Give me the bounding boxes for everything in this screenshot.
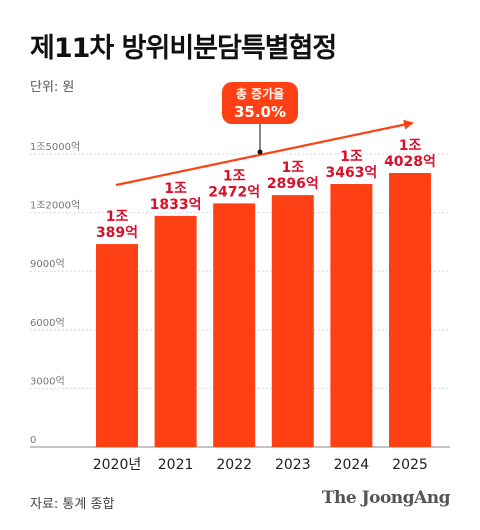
trend-arrow <box>115 119 414 187</box>
bar <box>330 184 373 447</box>
x-tick-label: 2025 <box>392 457 428 473</box>
y-tick-label: 1조5000억 <box>30 141 80 153</box>
x-tick-label: 2023 <box>275 457 311 473</box>
y-tick-label: 1조2000억 <box>30 200 80 212</box>
callout-title: 총 증가율 <box>236 86 284 101</box>
data-label: 3463억 <box>325 165 377 181</box>
x-tick-label: 2022 <box>216 457 252 473</box>
y-tick-label: 9000억 <box>30 258 65 270</box>
data-label: 1833억 <box>150 197 202 213</box>
callout-dot <box>257 149 263 155</box>
data-label: 4028억 <box>384 154 436 170</box>
y-tick-label: 3000억 <box>30 375 65 387</box>
data-label: 1조 <box>281 160 304 176</box>
x-tick-label: 2021 <box>158 457 194 473</box>
bar <box>213 203 256 447</box>
brand-logo: The JoongAng <box>321 488 451 508</box>
data-label: 389억 <box>96 225 138 241</box>
callout-value: 35.0% <box>234 103 286 121</box>
y-tick-label: 6000억 <box>30 317 65 329</box>
data-label: 2472억 <box>208 184 260 200</box>
data-label: 1조 <box>399 138 422 154</box>
bar <box>271 195 314 447</box>
bar-layer: 1조389억2020년1조1833억20211조2472억20221조2896억… <box>93 138 436 473</box>
x-tick-label: 2024 <box>334 457 370 473</box>
unit-label: 단위: 원 <box>30 80 75 95</box>
chart-title: 제11차 방위비분담특별협정 <box>30 33 337 64</box>
trend-annotation: 총 증가율 35.0% <box>115 82 414 187</box>
data-label: 1조 <box>223 168 246 184</box>
source-note: 자료: 통계 종합 <box>30 497 115 512</box>
bar <box>154 215 197 447</box>
data-label: 1조 <box>164 181 187 197</box>
callout-bubble <box>222 82 298 124</box>
bar <box>96 244 138 447</box>
data-label: 1조 <box>106 209 129 225</box>
data-label: 1조 <box>340 149 363 165</box>
x-tick-label: 2020년 <box>93 457 142 473</box>
bar <box>389 172 431 448</box>
y-tick-label: 0 <box>30 435 36 446</box>
data-label: 2896억 <box>267 176 319 192</box>
